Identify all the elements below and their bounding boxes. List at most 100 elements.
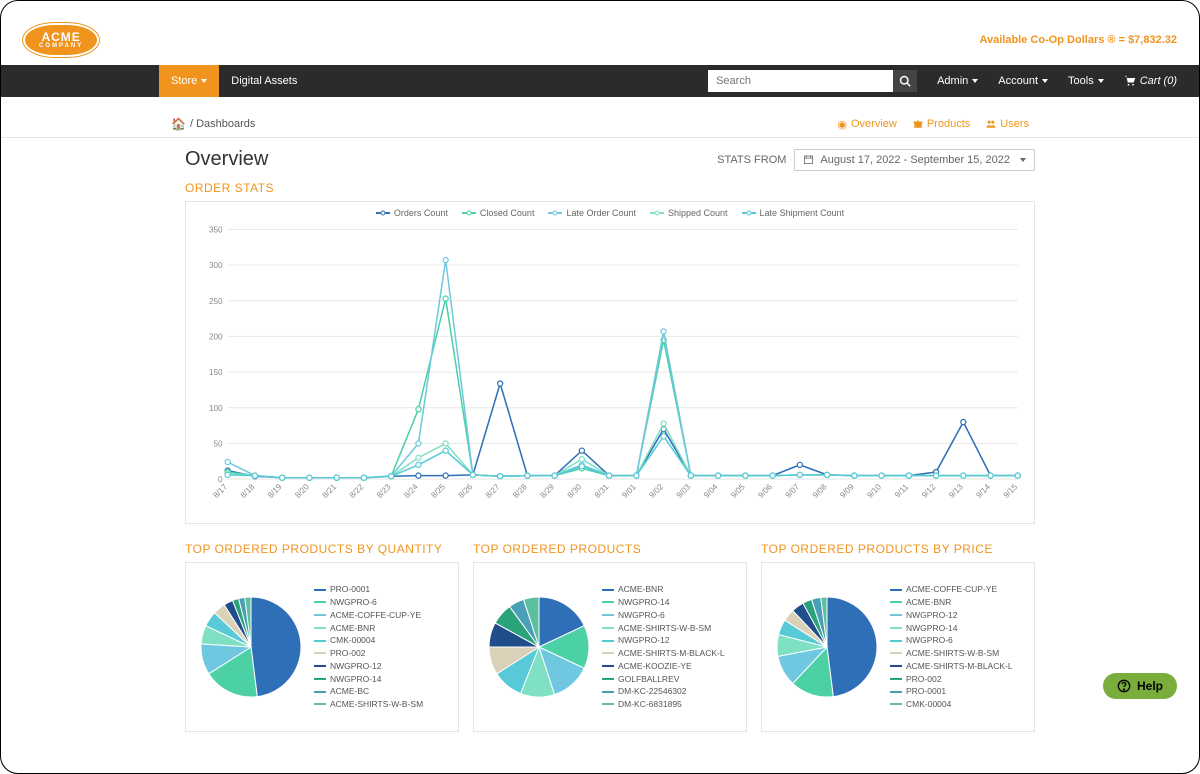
svg-text:100: 100 (209, 404, 223, 413)
nav-admin[interactable]: Admin (929, 75, 986, 87)
pie-legend-item: ACME-KOOZIE-YE (602, 660, 725, 673)
home-icon[interactable]: 🏠 (171, 117, 186, 131)
help-icon (1117, 679, 1131, 693)
svg-text:9/15: 9/15 (1002, 482, 1020, 500)
svg-text:8/27: 8/27 (484, 482, 502, 500)
pie-legend: ACME-BNRNWGPRO-14NWGPRO-6ACME-SHIRTS-W-B… (602, 583, 725, 711)
svg-text:9/08: 9/08 (811, 482, 829, 500)
tab-products[interactable]: Products (913, 118, 970, 131)
pie-legend-item: ACME-BNR (602, 583, 725, 596)
coop-dollars: Available Co-Op Dollars ® = $7,832.32 (979, 34, 1177, 46)
svg-text:8/23: 8/23 (375, 482, 393, 500)
svg-text:9/07: 9/07 (784, 482, 802, 500)
svg-text:8/19: 8/19 (266, 482, 284, 500)
svg-text:8/24: 8/24 (402, 482, 420, 500)
svg-text:300: 300 (209, 261, 223, 270)
pie-chart: ACME-COFFE-CUP-YEACME-BNRNWGPRO-12NWGPRO… (761, 562, 1035, 732)
svg-text:9/11: 9/11 (893, 482, 910, 499)
pie-legend: ACME-COFFE-CUP-YEACME-BNRNWGPRO-12NWGPRO… (890, 583, 1013, 711)
search-icon (899, 75, 911, 87)
legend-item[interactable]: Closed Count (462, 208, 535, 218)
pie-legend-item: PRO-002 (314, 647, 423, 660)
logo-text: ACME (41, 30, 80, 44)
pie-legend-item: NWGPRO-6 (602, 609, 725, 622)
pie-legend-item: CMK-00004 (890, 698, 1013, 711)
main-content: Overview STATS FROM August 17, 2022 - Se… (185, 138, 1035, 732)
svg-text:9/09: 9/09 (838, 482, 856, 500)
pie-legend-item: ACME-SHIRTS-M-BLACK-L (602, 647, 725, 660)
tab-overview[interactable]: ◉ Overview (837, 118, 896, 131)
legend-item[interactable]: Late Shipment Count (742, 208, 845, 218)
navbar: Store Digital Assets Admin Account Tools… (1, 65, 1199, 97)
pie-legend-item: NWGPRO-14 (602, 596, 725, 609)
breadcrumb-bar: 🏠 / Dashboards ◉ Overview Products Users (1, 111, 1199, 138)
svg-text:9/04: 9/04 (702, 482, 720, 500)
svg-text:9/05: 9/05 (729, 482, 747, 500)
pie-legend-item: NWGPRO-12 (602, 634, 725, 647)
order-stats-title: ORDER STATS (185, 181, 1035, 195)
legend-item[interactable]: Shipped Count (650, 208, 728, 218)
pie-legend-item: NWGPRO-6 (890, 634, 1013, 647)
svg-text:8/17: 8/17 (212, 482, 230, 500)
svg-text:9/03: 9/03 (675, 482, 693, 500)
date-range-picker[interactable]: August 17, 2022 - September 15, 2022 (794, 149, 1035, 171)
pie-legend-item: PRO-0001 (890, 685, 1013, 698)
nav-store[interactable]: Store (159, 65, 219, 97)
app-frame: ACME COMPANY Available Co-Op Dollars ® =… (0, 0, 1200, 774)
search-input[interactable] (708, 70, 893, 92)
pie-legend-item: PRO-0001 (314, 583, 423, 596)
svg-text:9/06: 9/06 (756, 482, 774, 500)
page-title: Overview (185, 148, 268, 171)
pie-legend-item: NWGPRO-12 (314, 660, 423, 673)
svg-text:8/20: 8/20 (293, 482, 311, 500)
nav-digital-assets[interactable]: Digital Assets (219, 65, 309, 97)
pie-svg (772, 592, 882, 702)
pie-legend-item: NWGPRO-14 (314, 673, 423, 686)
svg-text:9/14: 9/14 (974, 482, 992, 500)
svg-text:9/12: 9/12 (920, 482, 938, 500)
pie-legend-item: CMK-00004 (314, 634, 423, 647)
logo: ACME COMPANY (23, 23, 99, 57)
svg-text:9/10: 9/10 (865, 482, 883, 500)
breadcrumb-dashboards: / Dashboards (190, 118, 255, 130)
pie-svg (196, 592, 306, 702)
cart-icon (1124, 75, 1136, 87)
nav-account[interactable]: Account (990, 75, 1056, 87)
pie-chart: PRO-0001NWGPRO-6ACME-COFFE-CUP-YEACME-BN… (185, 562, 459, 732)
line-chart-svg: 0501001502002503003508/178/188/198/208/2… (192, 222, 1028, 512)
order-stats-chart: Orders Count Closed Count Late Order Count… (185, 201, 1035, 524)
svg-text:8/31: 8/31 (593, 482, 611, 500)
svg-text:150: 150 (209, 368, 223, 377)
pie-legend-item: DM-KC-6831895 (602, 698, 725, 711)
pie-title: TOP ORDERED PRODUCTS BY QUANTITY (185, 542, 459, 556)
search-button[interactable] (893, 70, 917, 92)
svg-text:50: 50 (214, 440, 224, 449)
pie-svg (484, 592, 594, 702)
pie-legend-item: NWGPRO-14 (890, 622, 1013, 635)
svg-text:8/29: 8/29 (538, 482, 556, 500)
pie-legend-item: ACME-BNR (314, 622, 423, 635)
svg-text:8/22: 8/22 (348, 482, 366, 500)
pie-legend-item: ACME-COFFE-CUP-YE (890, 583, 1013, 596)
svg-text:350: 350 (209, 225, 223, 234)
svg-text:8/21: 8/21 (321, 482, 339, 500)
svg-text:8/25: 8/25 (429, 482, 447, 500)
nav-cart[interactable]: Cart (0) (1116, 75, 1185, 87)
caret-down-icon (1016, 154, 1026, 166)
logo-sub: COMPANY (39, 43, 83, 49)
svg-text:200: 200 (209, 332, 223, 341)
pie-legend-item: PRO-002 (890, 673, 1013, 686)
pie-legend: PRO-0001NWGPRO-6ACME-COFFE-CUP-YEACME-BN… (314, 583, 423, 711)
svg-text:9/02: 9/02 (647, 482, 665, 500)
legend-item[interactable]: Orders Count (376, 208, 448, 218)
svg-text:9/01: 9/01 (620, 482, 638, 500)
svg-text:9/13: 9/13 (947, 482, 965, 500)
pie-legend-item: DM-KC-22546302 (602, 685, 725, 698)
pie-legend-item: ACME-SHIRTS-W-B-SM (314, 698, 423, 711)
pie-legend-item: ACME-SHIRTS-M-BLACK-L (890, 660, 1013, 673)
tab-users[interactable]: Users (986, 118, 1029, 131)
legend-item[interactable]: Late Order Count (548, 208, 636, 218)
nav-tools[interactable]: Tools (1060, 75, 1112, 87)
gift-icon (913, 119, 923, 129)
help-button[interactable]: Help (1103, 673, 1177, 699)
